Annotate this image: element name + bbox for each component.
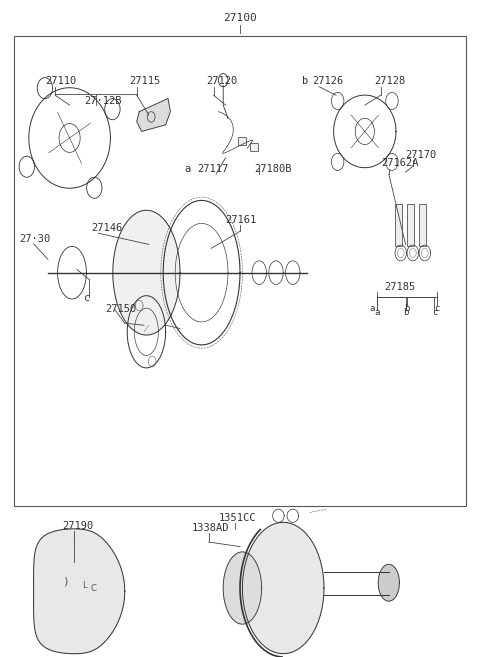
- Text: 27146: 27146: [91, 223, 122, 233]
- Bar: [419, 204, 426, 246]
- Polygon shape: [34, 529, 125, 654]
- Text: c: c: [84, 293, 90, 303]
- Text: 27180B: 27180B: [254, 164, 292, 174]
- Text: 27190: 27190: [62, 521, 94, 531]
- Bar: [395, 204, 402, 246]
- Text: 27120: 27120: [206, 76, 238, 86]
- Polygon shape: [223, 552, 262, 624]
- Bar: [250, 143, 258, 151]
- Text: 27·30: 27·30: [19, 234, 50, 244]
- Text: ): ): [62, 577, 67, 587]
- Polygon shape: [378, 564, 399, 601]
- Text: 27100: 27100: [223, 13, 257, 23]
- Text: 27117: 27117: [197, 164, 228, 174]
- Bar: [407, 204, 414, 246]
- Text: 27150: 27150: [106, 304, 137, 314]
- Polygon shape: [242, 522, 324, 654]
- Text: 27126: 27126: [312, 76, 343, 86]
- Polygon shape: [137, 99, 170, 131]
- Text: 1338AD: 1338AD: [192, 523, 229, 533]
- Text: 27185: 27185: [384, 283, 415, 292]
- Text: b: b: [302, 76, 309, 86]
- Text: 27115: 27115: [130, 76, 161, 86]
- Text: 27162A: 27162A: [382, 158, 419, 168]
- Text: 27128: 27128: [374, 76, 406, 86]
- Text: b: b: [404, 304, 410, 313]
- Text: 27161: 27161: [226, 215, 257, 225]
- Bar: [238, 137, 246, 145]
- Text: C: C: [91, 584, 96, 593]
- Polygon shape: [113, 210, 180, 335]
- Text: b: b: [403, 308, 408, 317]
- Text: c: c: [434, 304, 440, 313]
- Text: c: c: [432, 308, 437, 317]
- Text: L: L: [82, 581, 86, 590]
- Text: a: a: [185, 164, 191, 174]
- Text: 27170: 27170: [406, 150, 437, 160]
- Text: a: a: [369, 304, 375, 313]
- Text: 27110: 27110: [46, 76, 77, 86]
- Text: 1351CC: 1351CC: [218, 513, 256, 523]
- Text: 27·12B: 27·12B: [84, 96, 121, 106]
- Text: a: a: [374, 308, 380, 317]
